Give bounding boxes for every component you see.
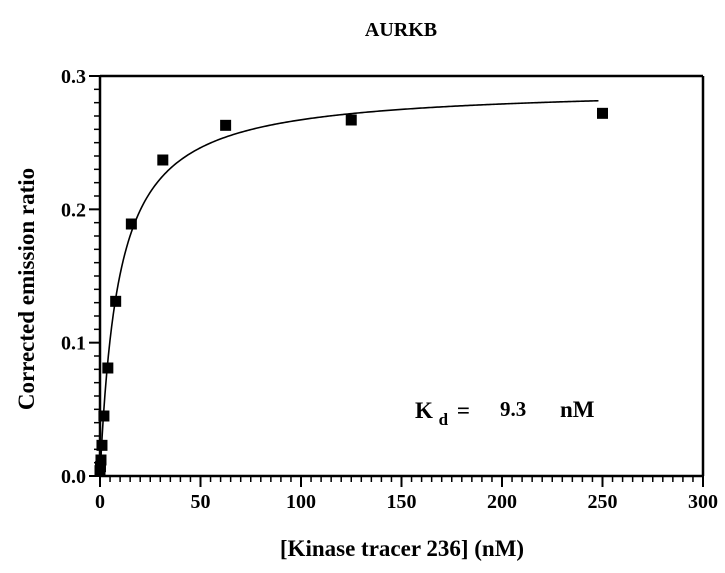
data-point — [110, 295, 122, 307]
kd-value: 9.3 — [500, 397, 526, 421]
x-axis-label: [Kinase tracer 236] (nM) — [280, 536, 524, 561]
kd-symbol: K — [415, 398, 433, 423]
data-point — [597, 107, 608, 119]
x-tick-label: 100 — [286, 491, 316, 513]
data-point — [94, 461, 106, 473]
x-tick-label: 0 — [95, 491, 105, 513]
kd-equals: = — [457, 398, 470, 423]
kd-unit: nM — [560, 397, 595, 422]
chart-title: AURKB — [365, 19, 437, 41]
data-point — [157, 154, 169, 166]
kd-subscript: d — [439, 410, 449, 429]
data-point — [96, 439, 108, 451]
kd-label: K d = — [415, 398, 470, 430]
y-tick-label: 0.1 — [61, 333, 86, 355]
y-tick-label: 0.3 — [61, 66, 86, 88]
data-point — [95, 454, 107, 466]
x-tick-label: 250 — [588, 491, 618, 513]
x-tick-label: 50 — [191, 491, 211, 513]
data-point — [98, 410, 110, 422]
y-axis-label: Corrected emission ratio — [14, 168, 39, 410]
data-point — [220, 119, 232, 131]
kd-annotation: K d = 9.3 nM — [415, 397, 595, 430]
data-point — [102, 362, 114, 374]
fit-curve — [99, 99, 599, 477]
data-point — [125, 218, 137, 230]
x-tick-label: 200 — [487, 491, 517, 513]
plot-area: 0 50 100 150 200 250 300 0.0 0.1 0.2 0.3 — [61, 66, 718, 513]
y-tick-label: 0.2 — [61, 199, 86, 221]
y-tick-label: 0.0 — [61, 466, 86, 488]
data-point — [345, 114, 357, 126]
x-tick-label: 300 — [688, 491, 718, 513]
x-tick-label: 150 — [387, 491, 417, 513]
